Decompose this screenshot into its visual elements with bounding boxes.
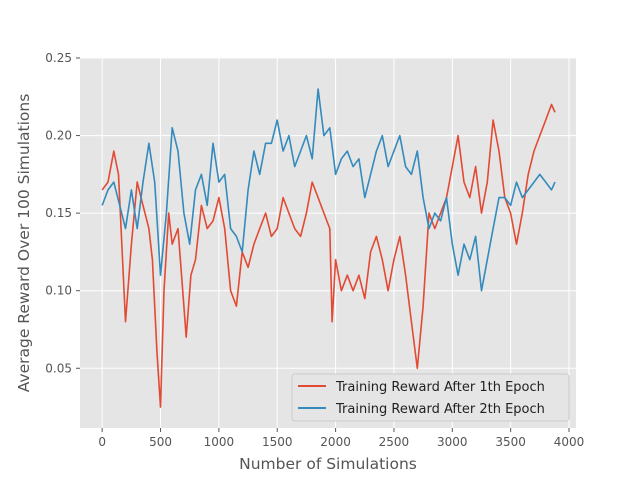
y-tick-label: 0.05: [45, 361, 72, 375]
y-tick-label: 0.20: [45, 129, 72, 143]
x-tick-label: 3500: [495, 435, 526, 449]
legend: Training Reward After 1th Epoch Training…: [291, 373, 570, 422]
y-axis-label: Average Reward Over 100 Simulations: [15, 94, 33, 393]
x-axis-ticks: 0 500 1000 1500 2000 2500 3000 3500 4000: [98, 428, 584, 449]
x-tick-label: 1000: [204, 435, 235, 449]
x-tick-label: 2000: [320, 435, 351, 449]
grid-lines: [80, 57, 576, 428]
x-tick-label: 1500: [262, 435, 293, 449]
series-line-1: [101, 103, 556, 408]
legend-box: [291, 373, 570, 422]
x-tick-label: 500: [149, 435, 172, 449]
legend-label-series-1: Training Reward After 1th Epoch: [335, 380, 545, 395]
y-axis-ticks: 0.05 0.10 0.15 0.20 0.25: [45, 51, 80, 375]
series-line-2: [101, 88, 556, 292]
y-tick-label: 0.25: [45, 51, 72, 65]
x-tick-label: 0: [98, 435, 106, 449]
legend-label-series-2: Training Reward After 2th Epoch: [335, 402, 545, 417]
series-lines: [101, 88, 556, 408]
plot-area-background: [80, 58, 576, 428]
y-tick-label: 0.10: [45, 284, 72, 298]
x-tick-label: 4000: [554, 435, 585, 449]
x-axis-label: Number of Simulations: [239, 455, 417, 473]
y-tick-label: 0.15: [45, 206, 72, 220]
x-tick-label: 2500: [379, 435, 410, 449]
x-tick-label: 3000: [437, 435, 468, 449]
